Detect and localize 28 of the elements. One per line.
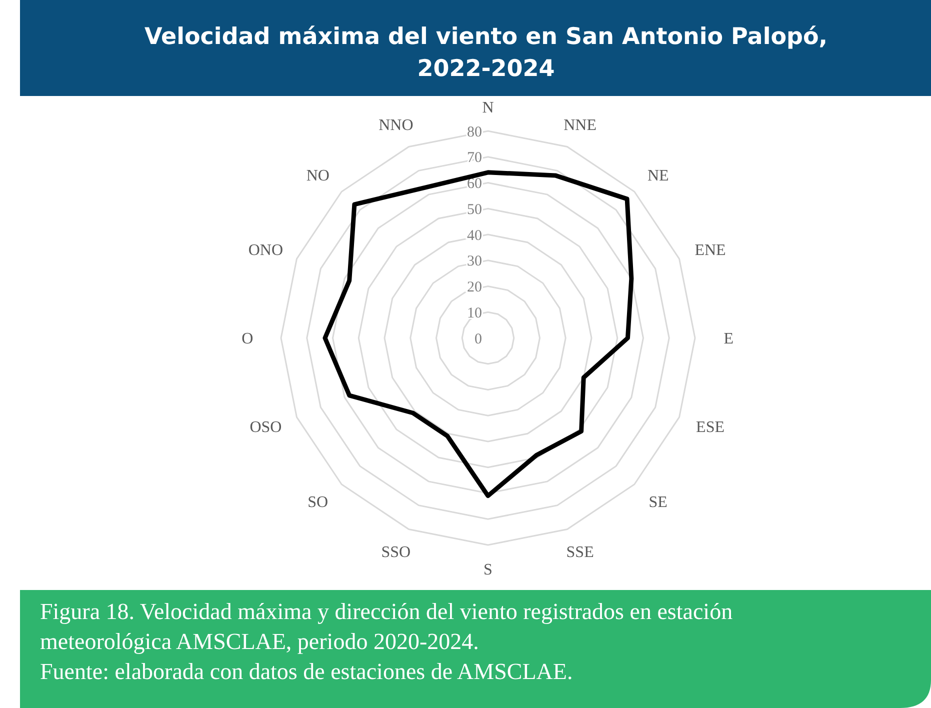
spoke-label: NNO	[378, 117, 414, 134]
y-tick-label: 50	[467, 202, 482, 218]
y-tick-label: 40	[467, 228, 482, 244]
text: Figura 18. Velocidad máxima y dirección del viento registrados en estación meteorológica AMSCLAE, periodo 2020-2024.	[40, 599, 734, 654]
y-tick-label: 80	[467, 124, 482, 140]
spoke-label: NNE	[564, 117, 597, 134]
spoke-label: S	[484, 562, 492, 579]
y-tick-label: 60	[467, 176, 482, 192]
y-tick-label: 10	[467, 305, 482, 322]
spoke-label: ENE	[694, 242, 726, 260]
y-tick-label: 20	[467, 280, 482, 296]
spoke-label: O	[242, 330, 254, 348]
spoke-label: OSO	[250, 419, 282, 436]
spoke-label: ONO	[248, 242, 284, 260]
spoke-label: NO	[306, 167, 330, 184]
spoke-label: SSO	[381, 544, 411, 562]
spoke-label: NE	[647, 167, 669, 184]
spoke-label: ESE	[696, 419, 725, 436]
y-tick-label: 0	[474, 331, 482, 348]
spoke-label: N	[482, 100, 494, 117]
spoke-label: SE	[648, 494, 668, 511]
spoke-label: E	[724, 330, 734, 348]
chart-title: Velocidad máxima del viento en San Antonio Palopó, 2022-2024	[144, 24, 828, 82]
spoke-label: SO	[308, 494, 328, 511]
spoke-label: SSE	[566, 544, 594, 562]
y-tick-label: 70	[467, 150, 482, 166]
source-note: Fuente: elaborada con datos de estaciones de AMSCLAE.	[40, 659, 573, 684]
y-tick-label: 30	[467, 254, 482, 270]
